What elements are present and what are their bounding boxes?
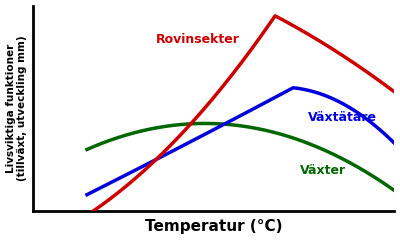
Y-axis label: Livsviktiga funktioner
(tillväxt, utveckling mm): Livsviktiga funktioner (tillväxt, utveck… [6,36,27,181]
Text: Rovinsekter: Rovinsekter [156,33,240,46]
X-axis label: Temperatur (°C): Temperatur (°C) [145,219,282,234]
Text: Växter: Växter [300,164,346,177]
Text: Växtätare: Växtätare [308,111,377,124]
